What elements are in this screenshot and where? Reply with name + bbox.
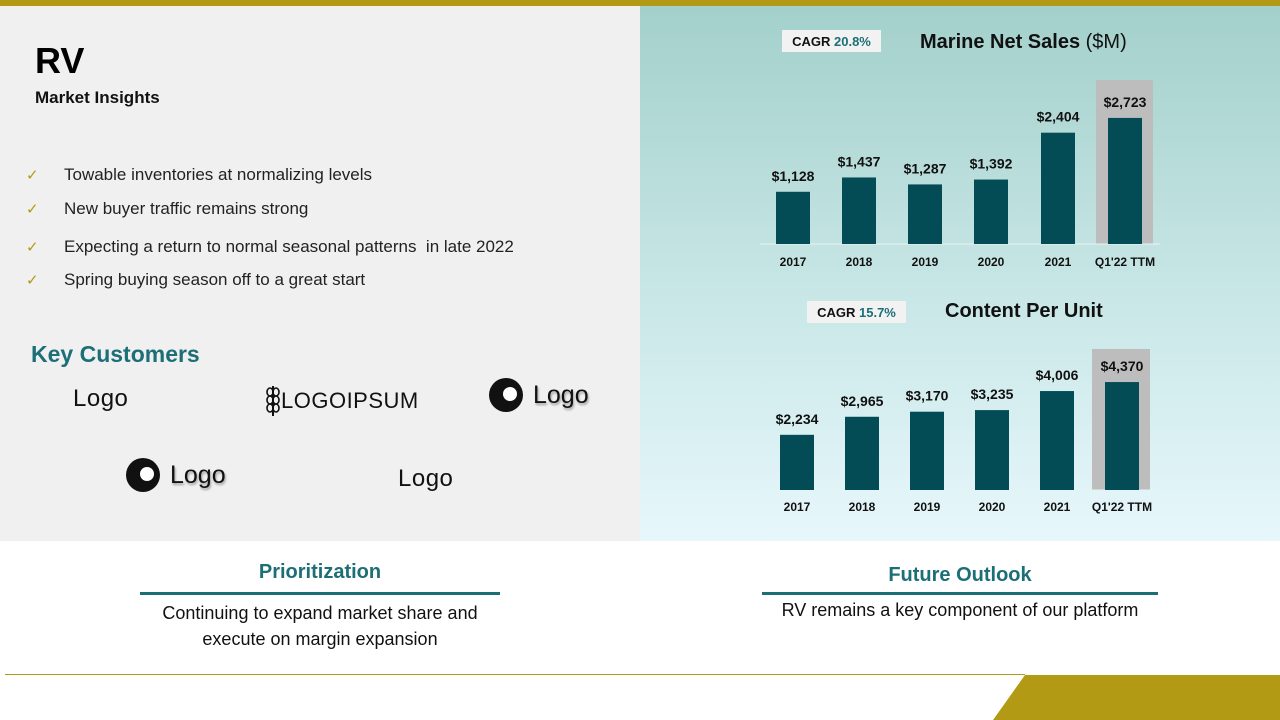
- future-outlook-text: RV remains a key component of our platfo…: [781, 600, 1139, 620]
- prioritization-title: Prioritization: [258, 561, 382, 583]
- chart-bar: [1108, 117, 1142, 244]
- charts-svg: CAGR 20.8% Marine Net Sales ($M) $1,128 201…: [760, 30, 1160, 514]
- data-label: $2,965: [841, 393, 884, 409]
- cagr-value: 20.8%: [834, 34, 871, 49]
- logo-wordmark: Logo: [533, 380, 589, 409]
- data-label: $1,437: [838, 153, 881, 169]
- check-icon: ✓: [26, 201, 39, 218]
- customer-logo-5: Logo: [398, 465, 454, 492]
- future-outlook-title: Future Outlook: [888, 564, 1032, 586]
- circle-logo-icon: [126, 458, 160, 492]
- x-tick-label: 2018: [846, 255, 873, 269]
- data-label: $4,006: [1036, 367, 1079, 383]
- check-icon: ✓: [26, 239, 39, 256]
- data-label: $3,235: [971, 386, 1014, 402]
- chart-bar: [1040, 391, 1074, 490]
- x-tick-label: 2017: [784, 500, 811, 514]
- customer-logo-2: LOGOIPSUM: [265, 384, 419, 418]
- future-outlook-divider: [762, 592, 1158, 595]
- chart-bar: [908, 184, 942, 244]
- customer-logo-3: Logo: [487, 376, 589, 414]
- x-tick-label: 2021: [1045, 255, 1072, 269]
- prioritization-divider: [140, 592, 500, 595]
- chart-title: Content Per Unit: [945, 300, 1103, 322]
- chart-bar: [842, 177, 876, 244]
- x-tick-label: Q1'22 TTM: [1095, 255, 1155, 269]
- page-title: RV: [35, 40, 85, 81]
- cagr-value: 15.7%: [859, 305, 896, 320]
- customer-logo-1: Logo: [73, 385, 129, 412]
- prioritization-text-line2: execute on margin expansion: [202, 629, 438, 649]
- data-label: $1,128: [772, 168, 815, 184]
- charts-panel: [640, 6, 1280, 541]
- x-tick-label: 2020: [979, 500, 1006, 514]
- chart-bar: [845, 416, 879, 490]
- x-tick-label: 2019: [912, 255, 939, 269]
- x-tick-label: 2018: [849, 500, 876, 514]
- data-label: $4,370: [1101, 358, 1144, 374]
- content-per-unit-chart: CAGR 15.7% Content Per Unit $2,234 2017 $2,9…: [765, 300, 1155, 514]
- insight-text: Spring buying season off to a great star…: [64, 270, 366, 289]
- data-label: $1,287: [904, 160, 947, 176]
- list-item: ✓ Towable inventories at normalizing lev…: [26, 165, 372, 185]
- chart-bar: [975, 410, 1009, 490]
- x-tick-label: 2019: [914, 500, 941, 514]
- chart-bar: [776, 191, 810, 244]
- data-label: $1,392: [970, 156, 1013, 172]
- data-label: $2,723: [1104, 94, 1147, 110]
- chart-bar: [910, 411, 944, 490]
- cagr-badge: [807, 301, 906, 323]
- data-label: $2,404: [1037, 109, 1080, 125]
- chart-bar: [1105, 382, 1139, 490]
- insight-text: New buyer traffic remains strong: [64, 199, 309, 218]
- footer-rule: [5, 674, 1025, 675]
- list-item: ✓ Spring buying season off to a great st…: [26, 270, 365, 290]
- insight-text: Expecting a return to normal seasonal pa…: [64, 237, 514, 256]
- insight-text: Towable inventories at normalizing level…: [64, 165, 373, 184]
- key-customers-heading: Key Customers: [31, 341, 200, 367]
- wheat-icon: [266, 386, 280, 416]
- chart-bar: [780, 434, 814, 490]
- customer-logo-4: Logo: [124, 456, 226, 494]
- cagr-label: CAGR 20.8%: [792, 34, 871, 49]
- x-tick-label: 2021: [1044, 500, 1071, 514]
- top-accent-bar: [0, 0, 1280, 6]
- chart-bar: [1041, 132, 1075, 244]
- chart-bar: [974, 179, 1008, 244]
- logo-wordmark: Logo: [170, 460, 226, 489]
- list-item: ✓ Expecting a return to normal seasonal …: [26, 237, 514, 257]
- x-tick-label: 2017: [780, 255, 807, 269]
- logo-wordmark: LOGOIPSUM: [281, 388, 419, 413]
- chart-title-unit: ($M): [1080, 31, 1127, 53]
- chart-title: Marine Net Sales ($M): [920, 31, 1127, 53]
- check-icon: ✓: [26, 272, 39, 289]
- circle-logo-icon: [489, 378, 523, 412]
- list-item: ✓ New buyer traffic remains strong: [26, 199, 308, 219]
- marine-net-sales-chart: CAGR 20.8% Marine Net Sales ($M) $1,128 201…: [760, 30, 1160, 269]
- cagr-badge: [782, 30, 881, 52]
- x-tick-label: 2020: [978, 255, 1005, 269]
- x-tick-label: Q1'22 TTM: [1092, 500, 1152, 514]
- data-label: $3,170: [906, 388, 949, 404]
- prioritization-text-line1: Continuing to expand market share and: [162, 603, 478, 623]
- check-icon: ✓: [26, 167, 39, 184]
- page-subtitle: Market Insights: [35, 88, 160, 107]
- data-label: $2,234: [776, 411, 819, 427]
- market-insights-panel: [0, 6, 640, 541]
- cagr-label: CAGR 15.7%: [817, 305, 896, 320]
